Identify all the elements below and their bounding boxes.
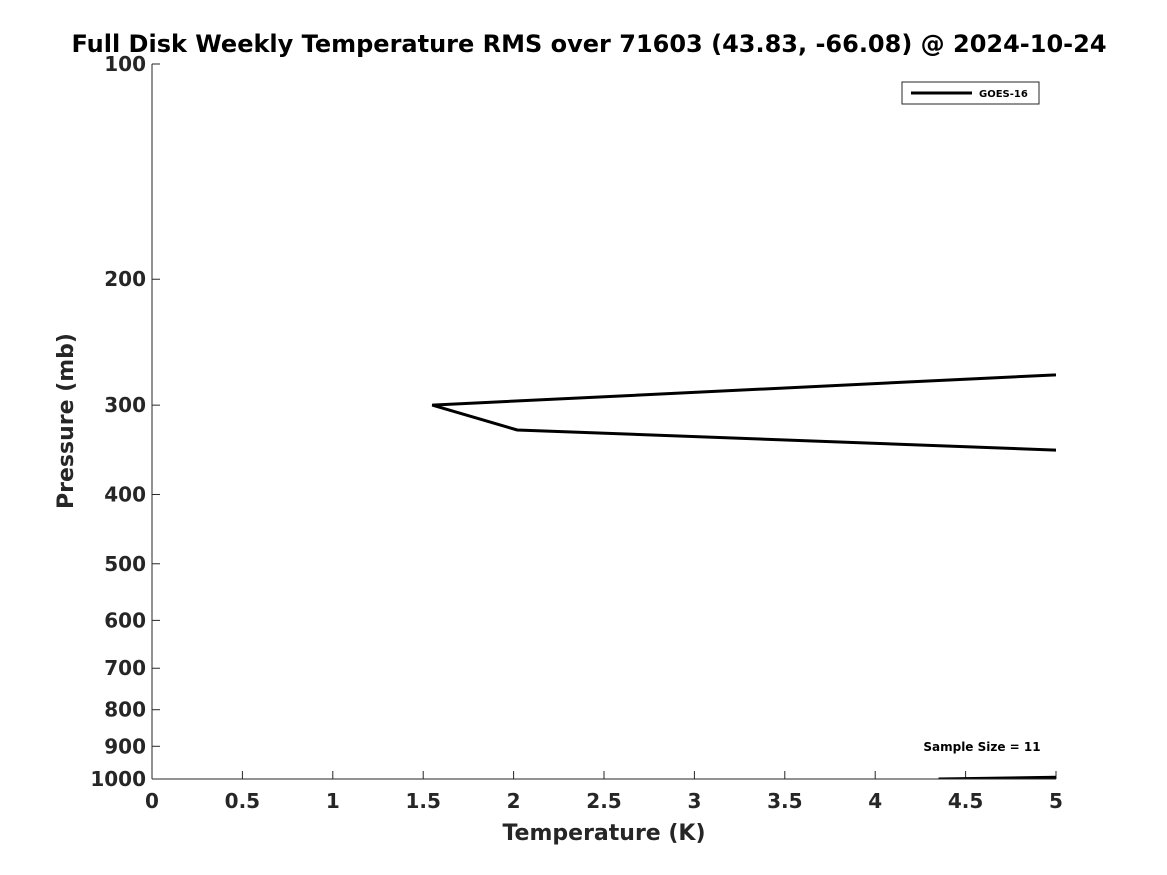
y-tick-label: 500 <box>104 552 146 576</box>
y-tick-label: 900 <box>104 734 146 758</box>
y-tick-label: 1000 <box>90 767 146 791</box>
y-tick-label: 300 <box>104 393 146 417</box>
chart-title: Full Disk Weekly Temperature RMS over 71… <box>71 30 1106 58</box>
x-tick-label: 3 <box>687 789 701 813</box>
legend: GOES-16 <box>901 81 1040 105</box>
x-axis-ticks: 0 0.5 1 1.5 2 2.5 3 3.5 4 4.5 5 <box>145 771 1063 813</box>
y-axis-ticks: 100 200 300 400 500 600 700 800 900 1000 <box>90 52 160 791</box>
series-line-goes-16 <box>938 775 1056 779</box>
y-tick-label: 200 <box>104 267 146 291</box>
x-tick-label: 4.5 <box>948 789 983 813</box>
sample-size-annotation: Sample Size = 11 <box>923 740 1040 754</box>
series-lines <box>431 373 1056 779</box>
x-tick-label: 0.5 <box>225 789 260 813</box>
x-tick-label: 2.5 <box>586 789 621 813</box>
y-tick-label: 800 <box>104 698 146 722</box>
x-tick-label: 2 <box>507 789 521 813</box>
legend-label-goes-16: GOES-16 <box>979 89 1028 100</box>
y-tick-label: 400 <box>104 482 146 506</box>
x-tick-label: 1.5 <box>405 789 440 813</box>
x-tick-label: 0 <box>145 789 159 813</box>
x-tick-label: 5 <box>1049 789 1063 813</box>
y-tick-label: 600 <box>104 608 146 632</box>
x-tick-label: 1 <box>326 789 340 813</box>
x-tick-label: 4 <box>868 789 882 813</box>
y-tick-label: 100 <box>104 52 146 76</box>
y-axis-label: Pressure (mb) <box>54 333 79 509</box>
series-line-goes-16 <box>431 373 1056 452</box>
x-tick-label: 3.5 <box>767 789 802 813</box>
y-tick-label: 700 <box>104 656 146 680</box>
x-axis-label: Temperature (K) <box>502 821 705 846</box>
